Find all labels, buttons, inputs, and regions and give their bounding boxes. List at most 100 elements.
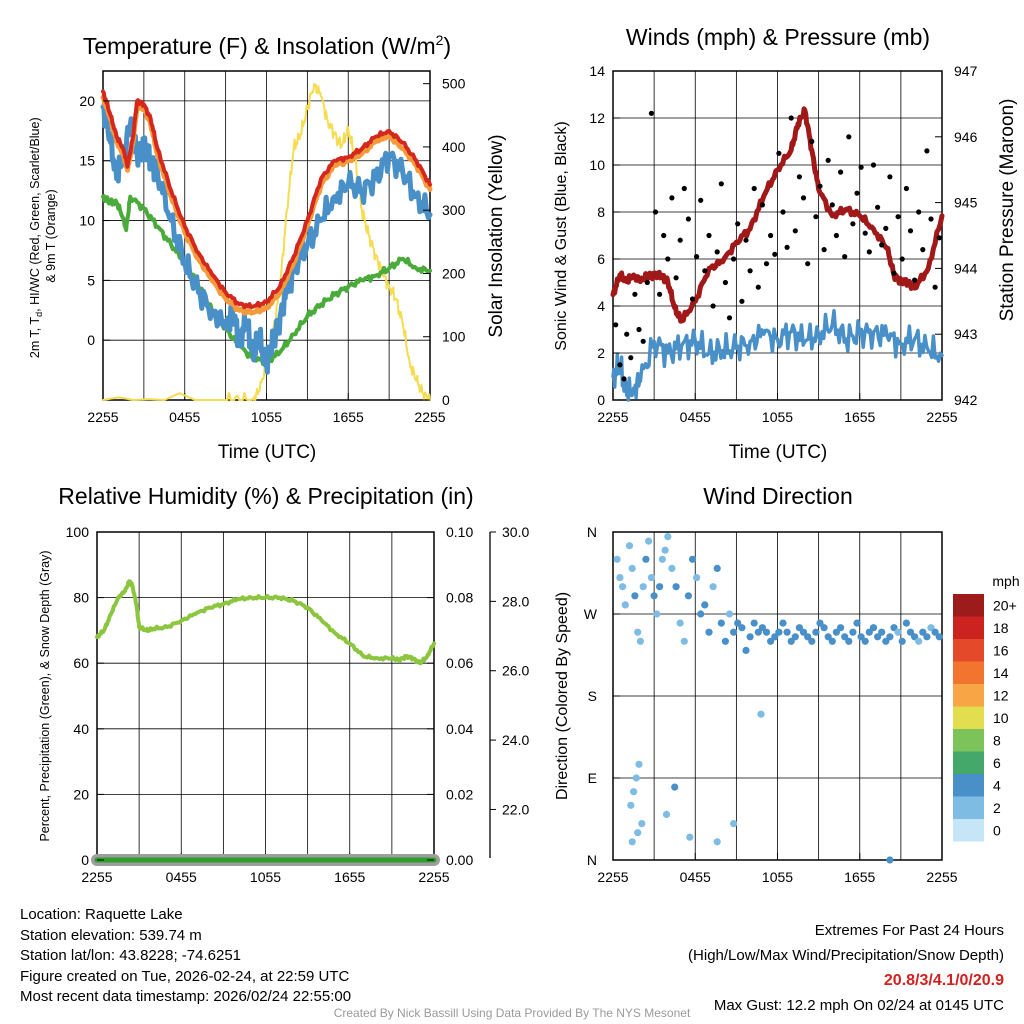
precip-y2-tick-label: 0.10 xyxy=(446,524,473,540)
wind-direction-point xyxy=(906,628,915,636)
wind-direction-panel: Wind Direction 2255 0455 1055 1655 2255NESWN… xyxy=(554,483,1020,885)
gust-point xyxy=(652,209,659,215)
wind-direction-point xyxy=(717,619,725,627)
gust-point xyxy=(846,134,852,140)
wind-direction-point xyxy=(656,583,664,591)
legend-label: 12 xyxy=(993,687,1009,703)
wind-direction-point xyxy=(628,838,636,846)
gust-point xyxy=(617,362,623,368)
gust-point xyxy=(796,174,803,180)
temperature-y-label: 2m T, Td, HI/WC (Red, Green, Scarlet/Blu… xyxy=(28,114,58,358)
gust-point xyxy=(932,284,938,290)
wind-direction-point xyxy=(812,628,820,636)
winds-y-tick-label: 8 xyxy=(597,204,605,220)
gust-point xyxy=(870,162,877,168)
gust-point xyxy=(657,291,663,297)
rh-x-tick-label: 0455 xyxy=(166,869,197,885)
wind-direction-point xyxy=(680,637,688,645)
winds-y-tick-label: 10 xyxy=(589,157,605,173)
winds-title: Winds (mph) & Pressure (mb) xyxy=(626,24,930,50)
credit-line: Created By Nick Bassill Using Data Provi… xyxy=(333,1006,691,1020)
pressure-line xyxy=(610,106,945,324)
gust-point xyxy=(714,249,720,255)
wind-direction-point xyxy=(861,637,869,645)
wind-direction-point xyxy=(713,564,721,573)
wind-direction-point xyxy=(642,555,650,563)
gust-point xyxy=(907,228,914,234)
wind-direction-point xyxy=(632,774,640,782)
dir-x-tick-label: 2255 xyxy=(597,869,628,885)
temp-2m-line xyxy=(101,89,432,310)
dir-x-tick-label: 1055 xyxy=(762,869,793,885)
station-latlon: Station lat/lon: 43.8228; -74.6251 xyxy=(20,947,242,964)
temp-y-tick-label: 15 xyxy=(79,153,95,169)
wind-direction-point xyxy=(631,592,639,600)
gust-point xyxy=(735,221,741,227)
wind-direction-point xyxy=(653,610,661,618)
gust-point xyxy=(813,214,819,220)
wind-direction-point xyxy=(808,637,816,645)
dir-x-tick-label: 0455 xyxy=(680,869,711,885)
legend-swatch xyxy=(953,796,984,819)
wind-direction-point xyxy=(886,633,894,641)
wind-direction-point xyxy=(671,783,679,791)
wind-direction-point xyxy=(775,628,783,636)
wind-direction-point xyxy=(816,619,824,627)
wind-direction-point xyxy=(662,810,671,819)
wind-direction-point xyxy=(935,633,943,641)
wind-direction-point xyxy=(619,583,627,591)
wind-direction-point xyxy=(636,637,645,645)
humidity-plot-area: 2255 0455 1055 1655 22550204060801000.000.02… xyxy=(66,524,530,885)
gust-point xyxy=(936,235,942,241)
wind-direction-point xyxy=(658,555,667,563)
gust-point xyxy=(702,268,708,274)
legend-title: mph xyxy=(992,573,1019,589)
legend-swatch xyxy=(953,729,984,752)
legend-swatch xyxy=(953,751,984,774)
station-elevation: Station elevation: 539.74 m xyxy=(20,926,202,944)
pressure-y2-tick-label: 944 xyxy=(954,260,978,276)
rh-y-tick-label: 40 xyxy=(73,721,89,737)
wind-direction-point xyxy=(639,583,647,591)
rh-y-tick-label: 60 xyxy=(73,655,89,671)
gust-point xyxy=(636,326,642,333)
wind-direction-point xyxy=(865,628,873,636)
temp-y-tick-label: 20 xyxy=(79,93,95,109)
temp-x-tick-label: 2255 xyxy=(414,409,445,425)
winds-x-tick-label: 2255 xyxy=(597,409,628,425)
dir-x-tick-label: 2255 xyxy=(926,869,957,885)
pressure-y2-tick-label: 946 xyxy=(954,129,978,145)
gust-point xyxy=(866,249,872,255)
wind-direction-point xyxy=(849,628,857,636)
humidity-panel: Relative Humidity (%) & Precipitation (i… xyxy=(38,483,529,885)
gust-point xyxy=(842,254,848,260)
temperature-title: Temperature (F) & Insolation (W/m2) xyxy=(83,32,451,59)
wind-direction-point xyxy=(638,820,646,828)
winds-x-tick-label: 2255 xyxy=(926,409,957,425)
speed-legend: mph 20+ 18 16 14 12 10 8 6 4 2 0 xyxy=(953,573,1020,842)
wind-direction-point xyxy=(730,820,738,828)
pressure-y2-tick-label: 942 xyxy=(954,392,978,408)
gust-point xyxy=(763,261,770,267)
wind-direction-point xyxy=(915,637,923,645)
solar-y2-tick-label: 400 xyxy=(442,139,466,155)
wind-direction-point xyxy=(902,619,911,627)
dir-x-tick-label: 1655 xyxy=(844,869,875,885)
wind-direction-point xyxy=(746,633,754,641)
gust-point xyxy=(825,157,831,163)
gust-point xyxy=(640,338,646,344)
legend-swatch xyxy=(953,706,984,729)
gust-point xyxy=(916,209,922,215)
legend-swatch xyxy=(953,616,984,639)
pressure-y2-tick-label: 943 xyxy=(954,326,978,342)
solar-y2-tick-label: 200 xyxy=(442,265,466,281)
temperature-y-label-line2: & 9m T (Orange) xyxy=(44,189,58,282)
snow-y3-tick-label: 26.0 xyxy=(502,663,529,679)
extremes-title: Extremes For Past 24 Hours xyxy=(814,922,1004,939)
gust-point xyxy=(895,214,901,220)
wind-direction-point xyxy=(701,601,709,609)
wind-direction-point xyxy=(799,628,808,636)
wind-direction-point xyxy=(730,628,738,636)
pressure-y-label: Station Pressure (Maroon) xyxy=(997,99,1018,322)
